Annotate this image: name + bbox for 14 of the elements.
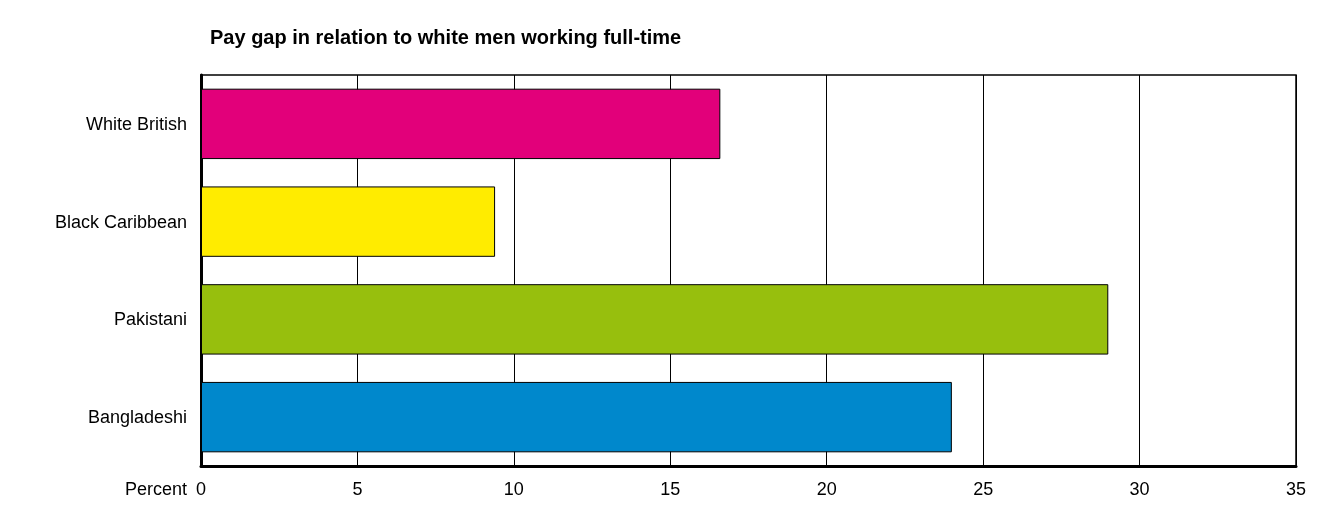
y-tick-label: White British	[85, 113, 187, 134]
x-tick-label: 5	[352, 479, 363, 499]
y-tick-label: Black Caribbean	[54, 211, 187, 232]
x-axis-title: Percent	[124, 479, 187, 499]
x-tick-label: 0	[195, 479, 207, 499]
x-tick-label: 10	[503, 479, 524, 499]
x-tick-label: 20	[816, 479, 837, 499]
chart-title: Pay gap in relation to white men working full-time	[210, 26, 682, 48]
y-tick-label: Pakistani	[113, 309, 187, 330]
x-tick-label: 15	[660, 479, 681, 499]
x-tick-label: 30	[1129, 479, 1150, 499]
x-tick-label: 25	[973, 479, 994, 499]
y-tick-label: Bangladeshi	[87, 407, 187, 428]
x-tick-label: 35	[1285, 479, 1307, 499]
